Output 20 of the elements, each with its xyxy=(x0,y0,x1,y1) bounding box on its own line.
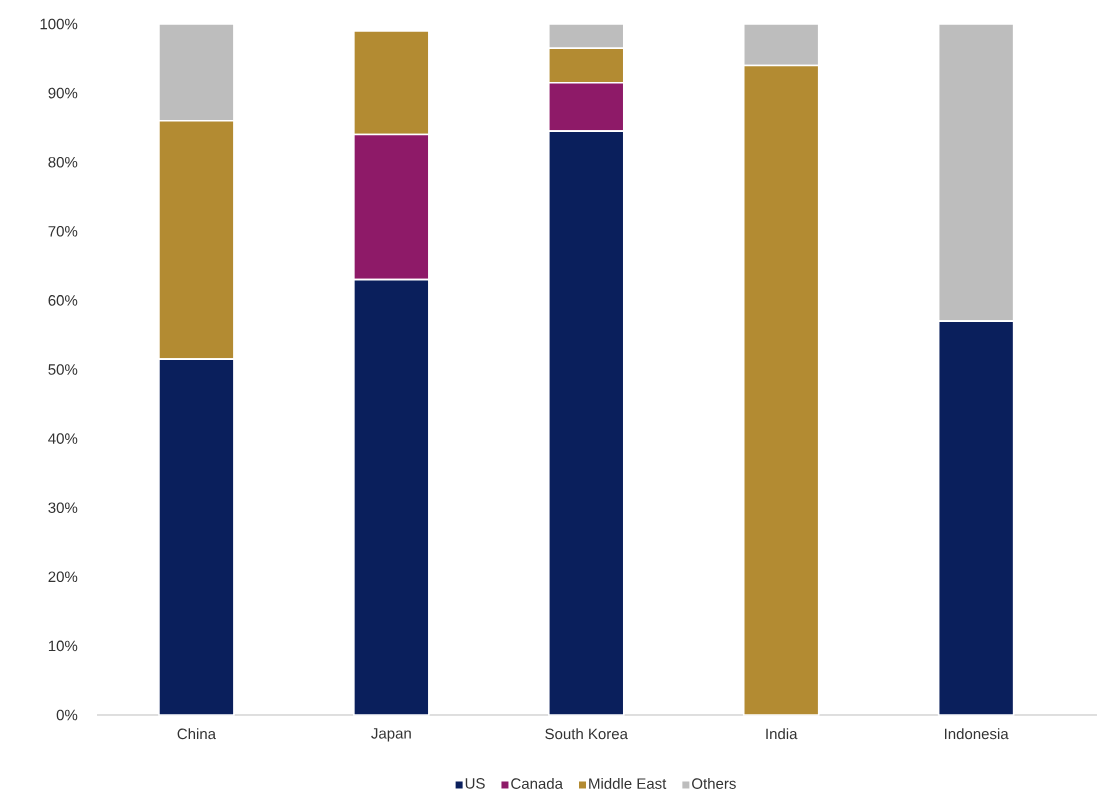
y-tick-label: 20% xyxy=(48,571,78,583)
x-tick-label: China xyxy=(177,728,217,740)
y-tick-label: 10% xyxy=(48,640,78,652)
y-tick-label: 0% xyxy=(56,709,78,721)
y-tick-label: 90% xyxy=(48,87,78,99)
y-tick-label: 70% xyxy=(48,225,78,237)
y-tick-label: 60% xyxy=(48,295,78,306)
x-tick-label: Indonesia xyxy=(944,728,1009,740)
y-tick-label: 80% xyxy=(48,156,78,168)
y-tick-label: 40% xyxy=(48,433,78,444)
x-tick-label: Japan xyxy=(371,728,411,742)
x-tick-label: South Korea xyxy=(545,728,628,740)
y-tick-label: 100% xyxy=(40,18,78,30)
x-tick-label: India xyxy=(766,728,798,740)
legend-label: Others xyxy=(692,777,736,789)
legend-label: US xyxy=(465,778,485,789)
legend-label: Canada xyxy=(511,777,563,789)
y-tick-label: 50% xyxy=(48,364,78,375)
y-tick-label: 30% xyxy=(48,502,78,513)
legend-label: Middle East xyxy=(589,777,667,789)
